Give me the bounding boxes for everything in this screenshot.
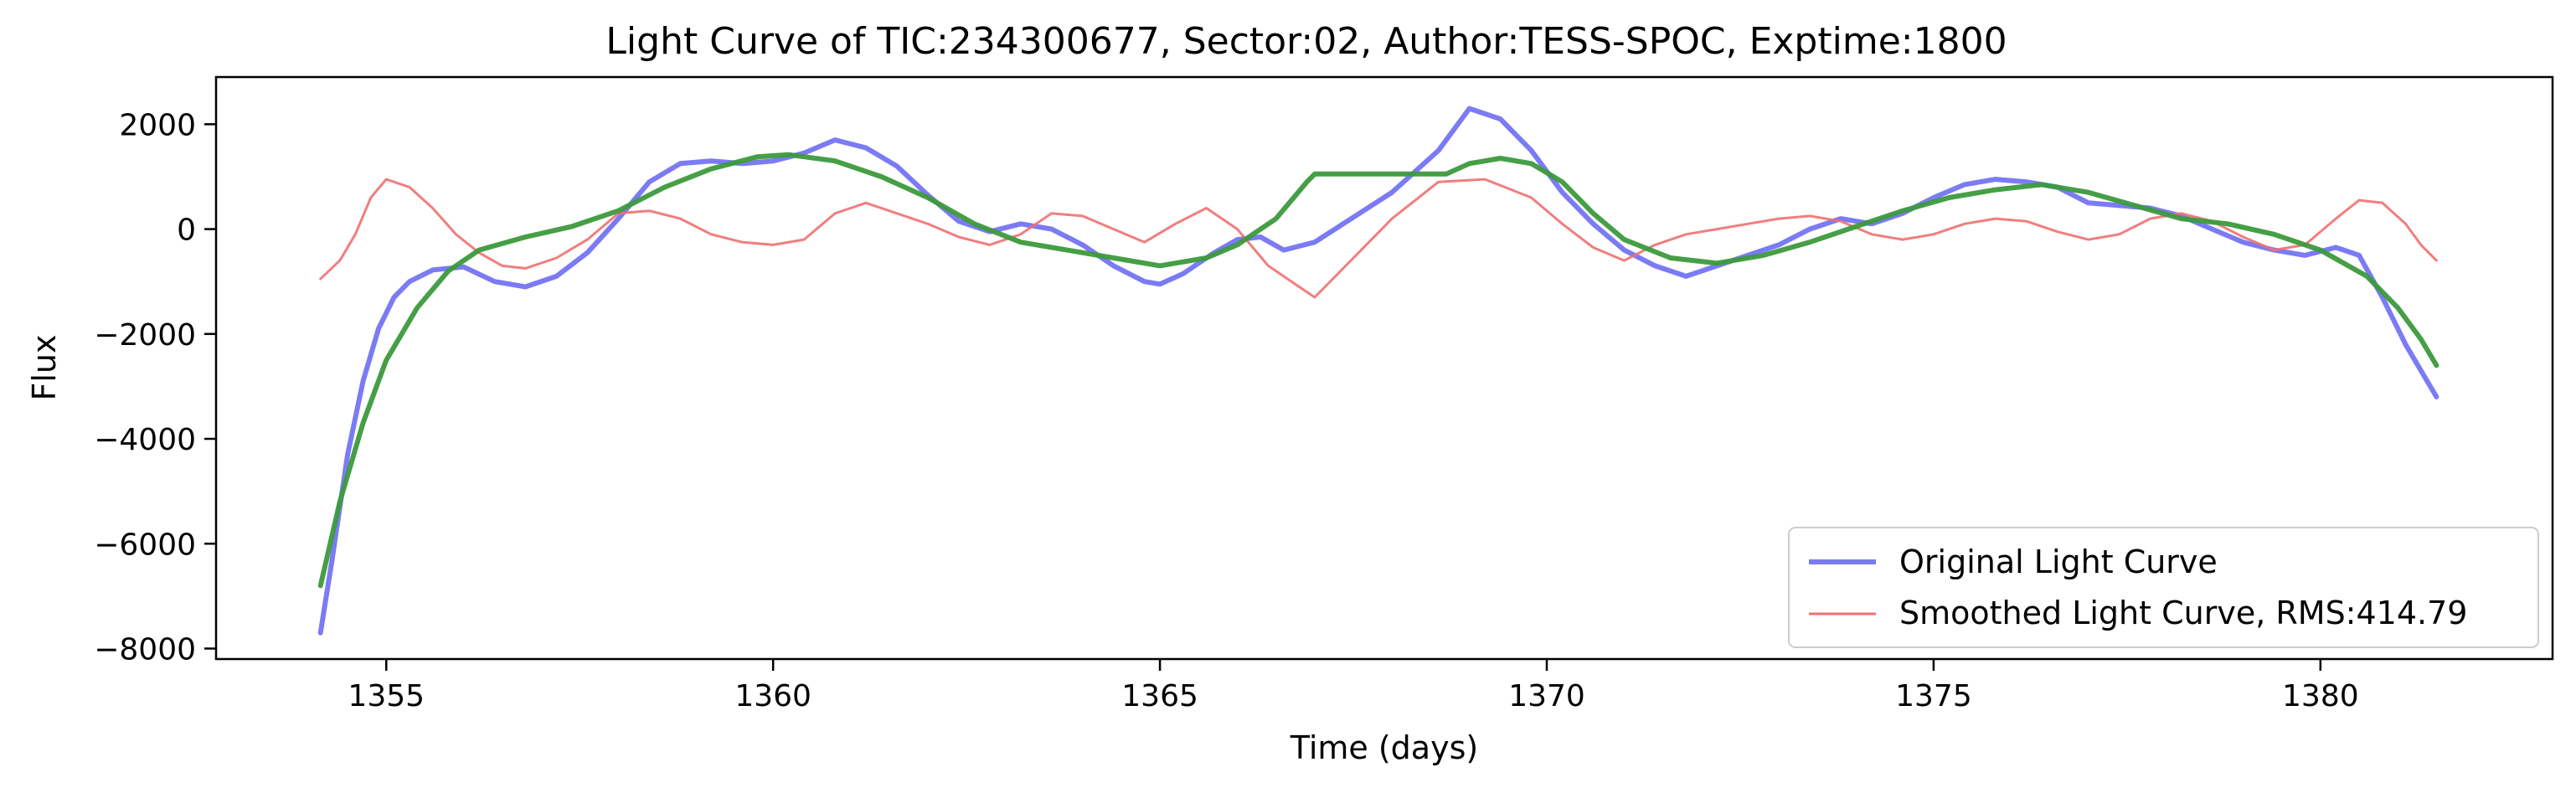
y-axis-label: Flux <box>26 335 63 401</box>
x-tick-label: 1365 <box>1121 679 1198 713</box>
x-axis-label: Time (days) <box>1290 729 1478 766</box>
series-line-smoothed <box>319 178 2438 299</box>
chart-title: Light Curve of TIC:234300677, Sector:02,… <box>605 20 2007 63</box>
y-tick-label: 2000 <box>119 108 196 142</box>
y-tick-label: −8000 <box>94 632 196 667</box>
legend-label-original: Original Light Curve <box>1899 543 2218 580</box>
y-tick-label: 0 <box>177 214 196 248</box>
plot-area <box>214 75 2554 661</box>
legend-box <box>1788 527 2539 648</box>
x-axis-ticks: 1355 1360 1365 1370 1375 1380 <box>348 659 2359 713</box>
chart-legend: Original Light Curve Smoothed Light Curv… <box>1788 527 2539 648</box>
y-tick-label: −4000 <box>94 423 196 457</box>
x-tick-label: 1375 <box>1895 679 1972 713</box>
series-line-original <box>317 106 2439 636</box>
series-line-fit <box>317 152 2439 589</box>
plot-frame <box>214 75 2554 661</box>
y-axis-ticks: −8000 −6000 −4000 −2000 0 2000 <box>94 108 216 667</box>
legend-label-smoothed: Smoothed Light Curve, RMS:414.79 <box>1899 595 2467 631</box>
y-tick-label: −6000 <box>94 528 196 562</box>
x-tick-label: 1370 <box>1508 679 1585 713</box>
x-tick-label: 1360 <box>734 679 811 713</box>
series-layer <box>317 106 2439 636</box>
y-tick-label: −2000 <box>94 318 196 353</box>
x-tick-label: 1380 <box>2282 679 2359 713</box>
x-tick-label: 1355 <box>348 679 425 713</box>
